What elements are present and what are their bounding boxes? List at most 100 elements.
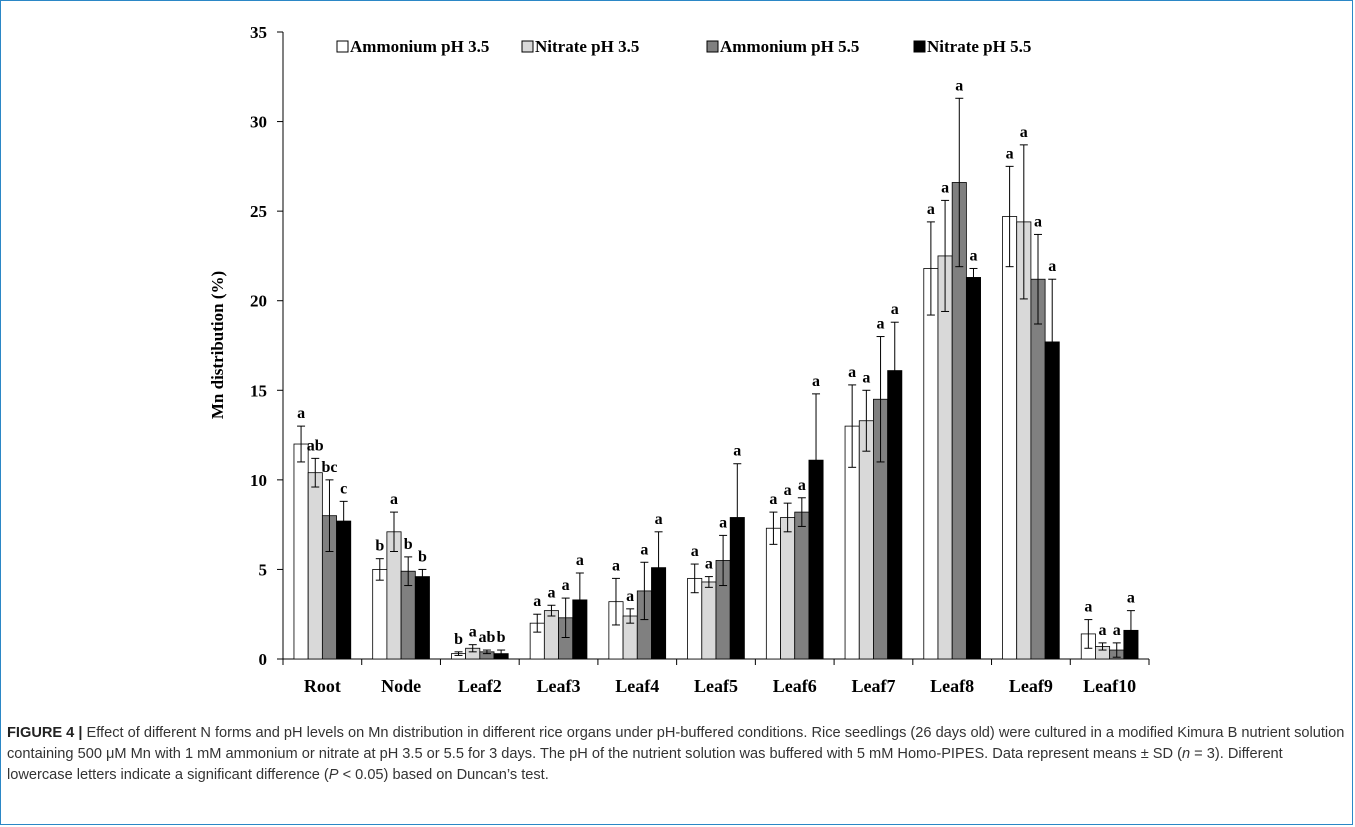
significance-letter: b [418, 548, 427, 565]
bar [336, 520, 352, 660]
chart-x-tick-labels: Root Node Leaf2 Leaf3 Leaf4 Leaf5 Leaf6 Leaf7 Le… [304, 676, 1136, 696]
bar [1030, 278, 1046, 660]
significance-letter: a [1084, 599, 1092, 616]
x-tick-label: Leaf6 [773, 676, 817, 696]
bar [414, 576, 430, 660]
error-bar [1098, 642, 1107, 651]
significance-letter: a [812, 373, 820, 390]
x-tick-label: Root [304, 676, 341, 696]
significance-letter: a [576, 552, 584, 569]
bar [858, 420, 874, 660]
x-tick-label: Leaf3 [537, 676, 581, 696]
error-bar [1084, 619, 1093, 649]
y-tick-label: 10 [250, 471, 267, 490]
y-tick-label: 5 [259, 560, 268, 579]
legend-item: Nitrate pH 5.5 [913, 37, 1031, 56]
error-bar [297, 425, 306, 463]
error-bar [547, 604, 556, 617]
error-bar [454, 651, 463, 656]
error-bar [640, 561, 649, 621]
bar [965, 277, 981, 660]
significance-letter: a [705, 556, 713, 573]
bar [293, 443, 309, 660]
error-bar [769, 511, 778, 545]
error-bar [783, 502, 792, 533]
legend-label: Nitrate pH 3.5 [535, 37, 639, 56]
error-bar [1126, 610, 1135, 651]
x-tick-label: Leaf2 [458, 676, 502, 696]
bar [307, 472, 323, 660]
error-bar [325, 479, 334, 553]
error-bar [611, 577, 620, 626]
error-bar [375, 558, 384, 581]
significance-letter: a [691, 543, 699, 560]
bar [543, 610, 559, 660]
significance-letter: b [454, 631, 463, 648]
error-bar [1019, 144, 1028, 300]
error-bar [575, 572, 584, 628]
significance-letter: a [969, 247, 977, 264]
chart-bars [293, 182, 1139, 660]
error-bar [797, 497, 806, 527]
caption-text-2: = 3). Different lowercase letters indica… [7, 746, 1283, 783]
significance-letter: a [469, 624, 477, 641]
significance-letter: a [533, 593, 541, 610]
significance-letter: ab [307, 437, 324, 454]
significance-letter: a [941, 179, 949, 196]
error-bar [468, 644, 477, 653]
error-bar [862, 389, 871, 452]
caption-n: n [1182, 746, 1191, 762]
y-tick-label: 35 [250, 23, 267, 42]
bar [923, 268, 939, 660]
error-bar [389, 511, 398, 553]
error-bar [533, 613, 542, 633]
significance-letter: a [1006, 145, 1014, 162]
error-bar [876, 336, 885, 463]
y-tick-label: 0 [259, 650, 268, 669]
x-tick-label: Leaf4 [615, 676, 659, 696]
chart-y-tick-labels: 0 5 10 15 20 25 30 35 [250, 23, 267, 669]
error-bar [339, 500, 348, 542]
error-bar [418, 568, 427, 585]
error-bar [690, 563, 699, 594]
bar [937, 255, 953, 660]
legend-swatch [706, 40, 719, 53]
significance-letter: a [719, 514, 727, 531]
error-bar [969, 267, 978, 287]
error-bar [497, 649, 506, 658]
error-bar [482, 649, 491, 655]
error-bar [311, 457, 320, 488]
error-bar [1048, 278, 1057, 406]
bar [780, 517, 796, 660]
legend-swatch [521, 40, 534, 53]
error-bar [704, 576, 713, 588]
significance-letter: a [733, 443, 741, 460]
error-bar [654, 531, 663, 604]
error-bar [848, 384, 857, 468]
y-tick-label: 25 [250, 202, 267, 221]
significance-letter: a [955, 77, 963, 94]
error-bar [812, 393, 821, 527]
significance-letter: b [497, 629, 506, 646]
legend-item: Ammonium pH 5.5 [706, 37, 859, 56]
legend-swatch [336, 40, 349, 53]
figure-caption: FIGURE 4 | Effect of different N forms a… [7, 723, 1347, 786]
significance-letter: a [1127, 590, 1135, 607]
significance-letter: a [1099, 622, 1107, 639]
significance-letter: a [626, 588, 634, 605]
significance-letter: ab [478, 629, 495, 646]
significance-letter: b [375, 538, 384, 555]
significance-letter: bc [321, 459, 337, 476]
error-bar [955, 97, 964, 268]
error-bar [1005, 165, 1014, 268]
legend-label: Ammonium pH 3.5 [350, 37, 489, 56]
significance-letter: a [798, 477, 806, 494]
bar [765, 527, 781, 660]
significance-letter: a [547, 584, 555, 601]
x-tick-label: Leaf10 [1083, 676, 1136, 696]
y-axis-label: Mn distribution (%) [208, 271, 227, 419]
significance-letter: a [891, 301, 899, 318]
x-tick-label: Leaf7 [851, 676, 895, 696]
significance-letter: a [784, 482, 792, 499]
significance-letter: a [1048, 258, 1056, 275]
